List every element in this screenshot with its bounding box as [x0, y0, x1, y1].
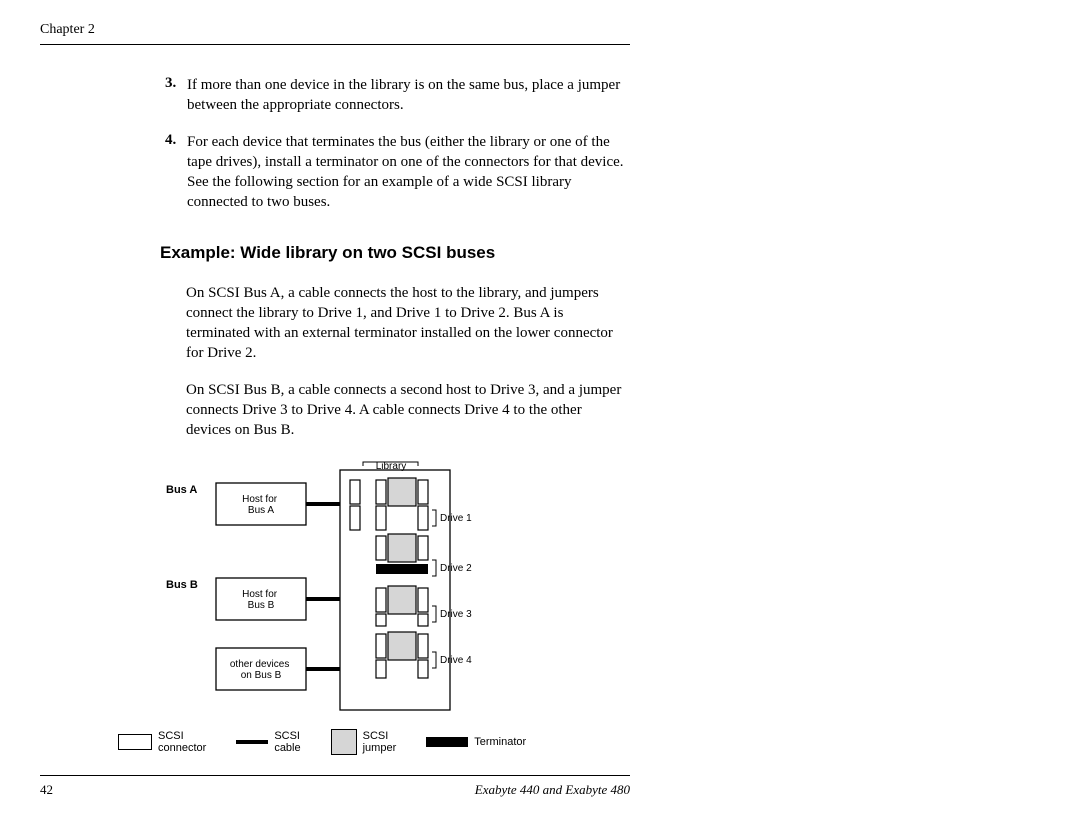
page-header: Chapter 2: [40, 22, 630, 45]
drive2-conn-right: [418, 536, 428, 560]
drive4-conn-right-lower: [418, 660, 428, 678]
cable-label: SCSIcable: [274, 730, 300, 754]
page-footer: 42 Exabyte 440 and Exabyte 480: [40, 775, 630, 798]
terminator-label: Terminator: [474, 736, 526, 748]
jumper-swatch: [331, 729, 357, 755]
drive1-label: Drive 1: [440, 513, 472, 524]
legend-connector: SCSIconnector: [118, 730, 206, 754]
jumper-label: SCSIjumper: [363, 730, 397, 754]
page-number: 42: [40, 782, 53, 798]
library-connector-lower: [350, 506, 360, 530]
jumper-d3: [388, 586, 416, 614]
drive1-conn-lower: [376, 506, 386, 530]
library-label: Library: [376, 461, 407, 472]
terminator-swatch: [426, 737, 468, 747]
jumper-d3-d4: [388, 632, 416, 660]
scsi-bus-diagram: Bus A Bus B Host for Bus A Host for Bus …: [118, 458, 630, 723]
list-item-3: 3. If more than one device in the librar…: [165, 75, 630, 116]
drive2-label: Drive 2: [440, 563, 472, 574]
chapter-label: Chapter 2: [40, 22, 95, 37]
drive4-conn-left-upper: [376, 634, 386, 658]
connector-label: SCSIconnector: [158, 730, 206, 754]
legend-jumper: SCSIjumper: [331, 729, 397, 755]
drive4-conn-left-lower: [376, 660, 386, 678]
diagram-legend: SCSIconnector SCSIcable SCSIjumper Termi…: [118, 729, 630, 755]
book-title: Exabyte 440 and Exabyte 480: [475, 782, 630, 798]
drive3-conn-left-upper: [376, 588, 386, 612]
section-heading: Example: Wide library on two SCSI buses: [160, 243, 630, 263]
bus-a-label: Bus A: [166, 484, 197, 496]
drive4-conn-right-upper: [418, 634, 428, 658]
drive3-conn-right-upper: [418, 588, 428, 612]
document-page: Chapter 2 3. If more than one device in …: [40, 0, 630, 798]
paragraph-1: On SCSI Bus A, a cable connects the host…: [186, 283, 630, 364]
library-connector-upper: [350, 480, 360, 504]
drive3-conn-left-lower: [376, 614, 386, 626]
bus-b-label: Bus B: [166, 579, 198, 591]
drive1-conn-right-lower: [418, 506, 428, 530]
drive3-label: Drive 3: [440, 609, 472, 620]
paragraph-2: On SCSI Bus B, a cable connects a second…: [186, 380, 630, 441]
list-text: If more than one device in the library i…: [187, 75, 630, 116]
drive3-conn-right-lower: [418, 614, 428, 626]
list-text: For each device that terminates the bus …: [187, 132, 630, 213]
jumper-d1-d2: [388, 534, 416, 562]
drive4-label: Drive 4: [440, 655, 472, 666]
cable-swatch: [236, 740, 268, 744]
list-number: 3.: [165, 75, 187, 116]
list-number: 4.: [165, 132, 187, 213]
drive2-conn-left: [376, 536, 386, 560]
host-b-label: Host for Bus B: [242, 589, 280, 611]
drive1-conn-upper: [376, 480, 386, 504]
drive1-conn-right-upper: [418, 480, 428, 504]
connector-swatch: [118, 734, 152, 750]
terminator-d2: [376, 564, 428, 574]
legend-cable: SCSIcable: [236, 730, 300, 754]
list-item-4: 4. For each device that terminates the b…: [165, 132, 630, 213]
legend-terminator: Terminator: [426, 736, 526, 748]
jumper-lib-d1: [388, 478, 416, 506]
